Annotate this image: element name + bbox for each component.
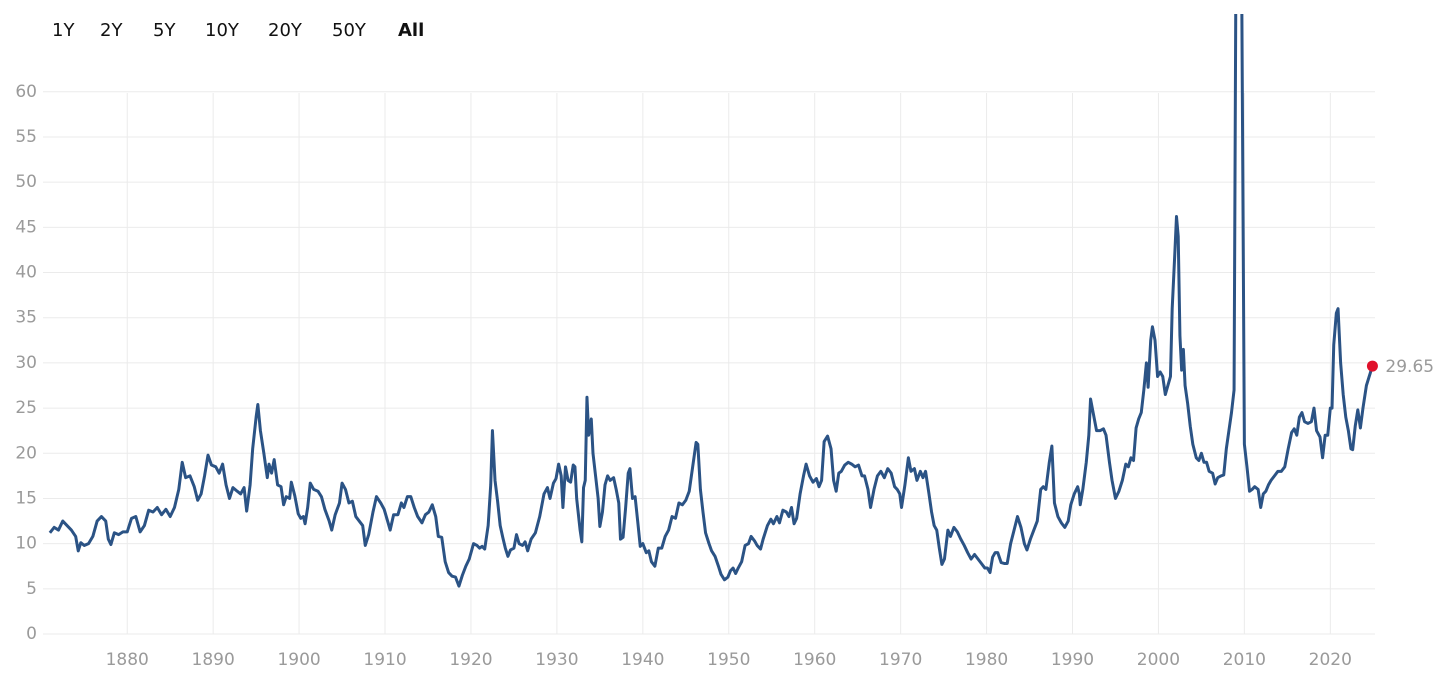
x-tick-label: 1900 — [277, 650, 320, 670]
x-tick-label: 1960 — [793, 650, 836, 670]
range-button[interactable]: 2Y — [100, 20, 123, 41]
y-tick-label: 20 — [15, 443, 37, 463]
range-buttons: 1Y 2Y 5Y 10Y 20Y 50Y All — [52, 20, 424, 41]
x-tick-label: 1940 — [621, 650, 664, 670]
data-line — [48, 14, 1374, 588]
y-tick-label: 30 — [15, 353, 37, 373]
plot-area — [48, 14, 1374, 588]
x-tick-label: 1930 — [535, 650, 578, 670]
y-tick-label: 55 — [15, 127, 37, 147]
range-button[interactable]: 5Y — [153, 20, 176, 41]
x-tick-label: 1920 — [449, 650, 492, 670]
x-tick-label: 2020 — [1309, 650, 1352, 670]
x-tick-label: 1880 — [106, 650, 149, 670]
y-tick-label: 15 — [15, 488, 37, 508]
y-tick-label: 40 — [15, 263, 37, 283]
y-tick-label: 45 — [15, 217, 37, 237]
last-value-marker — [1366, 360, 1378, 372]
y-tick-label: 25 — [15, 398, 37, 418]
x-tick-label: 1910 — [363, 650, 406, 670]
x-tick-label: 1890 — [192, 650, 235, 670]
x-tick-label: 1970 — [879, 650, 922, 670]
y-tick-label: 60 — [15, 82, 37, 102]
range-button[interactable]: 1Y — [52, 20, 75, 41]
y-tick-label: 10 — [15, 534, 37, 554]
range-button[interactable]: 20Y — [268, 20, 303, 41]
range-button[interactable]: All — [398, 20, 424, 41]
x-tick-label: 2010 — [1223, 650, 1266, 670]
range-button[interactable]: 50Y — [332, 20, 367, 41]
last-value-label: 29.65 — [1385, 357, 1434, 377]
x-tick-label: 1950 — [707, 650, 750, 670]
y-tick-label: 0 — [26, 624, 37, 644]
y-tick-label: 5 — [26, 579, 37, 599]
y-tick-label: 35 — [15, 308, 37, 328]
range-button[interactable]: 10Y — [205, 20, 240, 41]
x-tick-label: 1980 — [965, 650, 1008, 670]
grid: 0 5 10 15 20 25 30 35 40 45 50 55 60 1880 1890 1900 1910… — [15, 82, 1375, 670]
x-tick-label: 2000 — [1137, 650, 1180, 670]
x-tick-label: 1990 — [1051, 650, 1094, 670]
y-tick-label: 50 — [15, 172, 37, 192]
